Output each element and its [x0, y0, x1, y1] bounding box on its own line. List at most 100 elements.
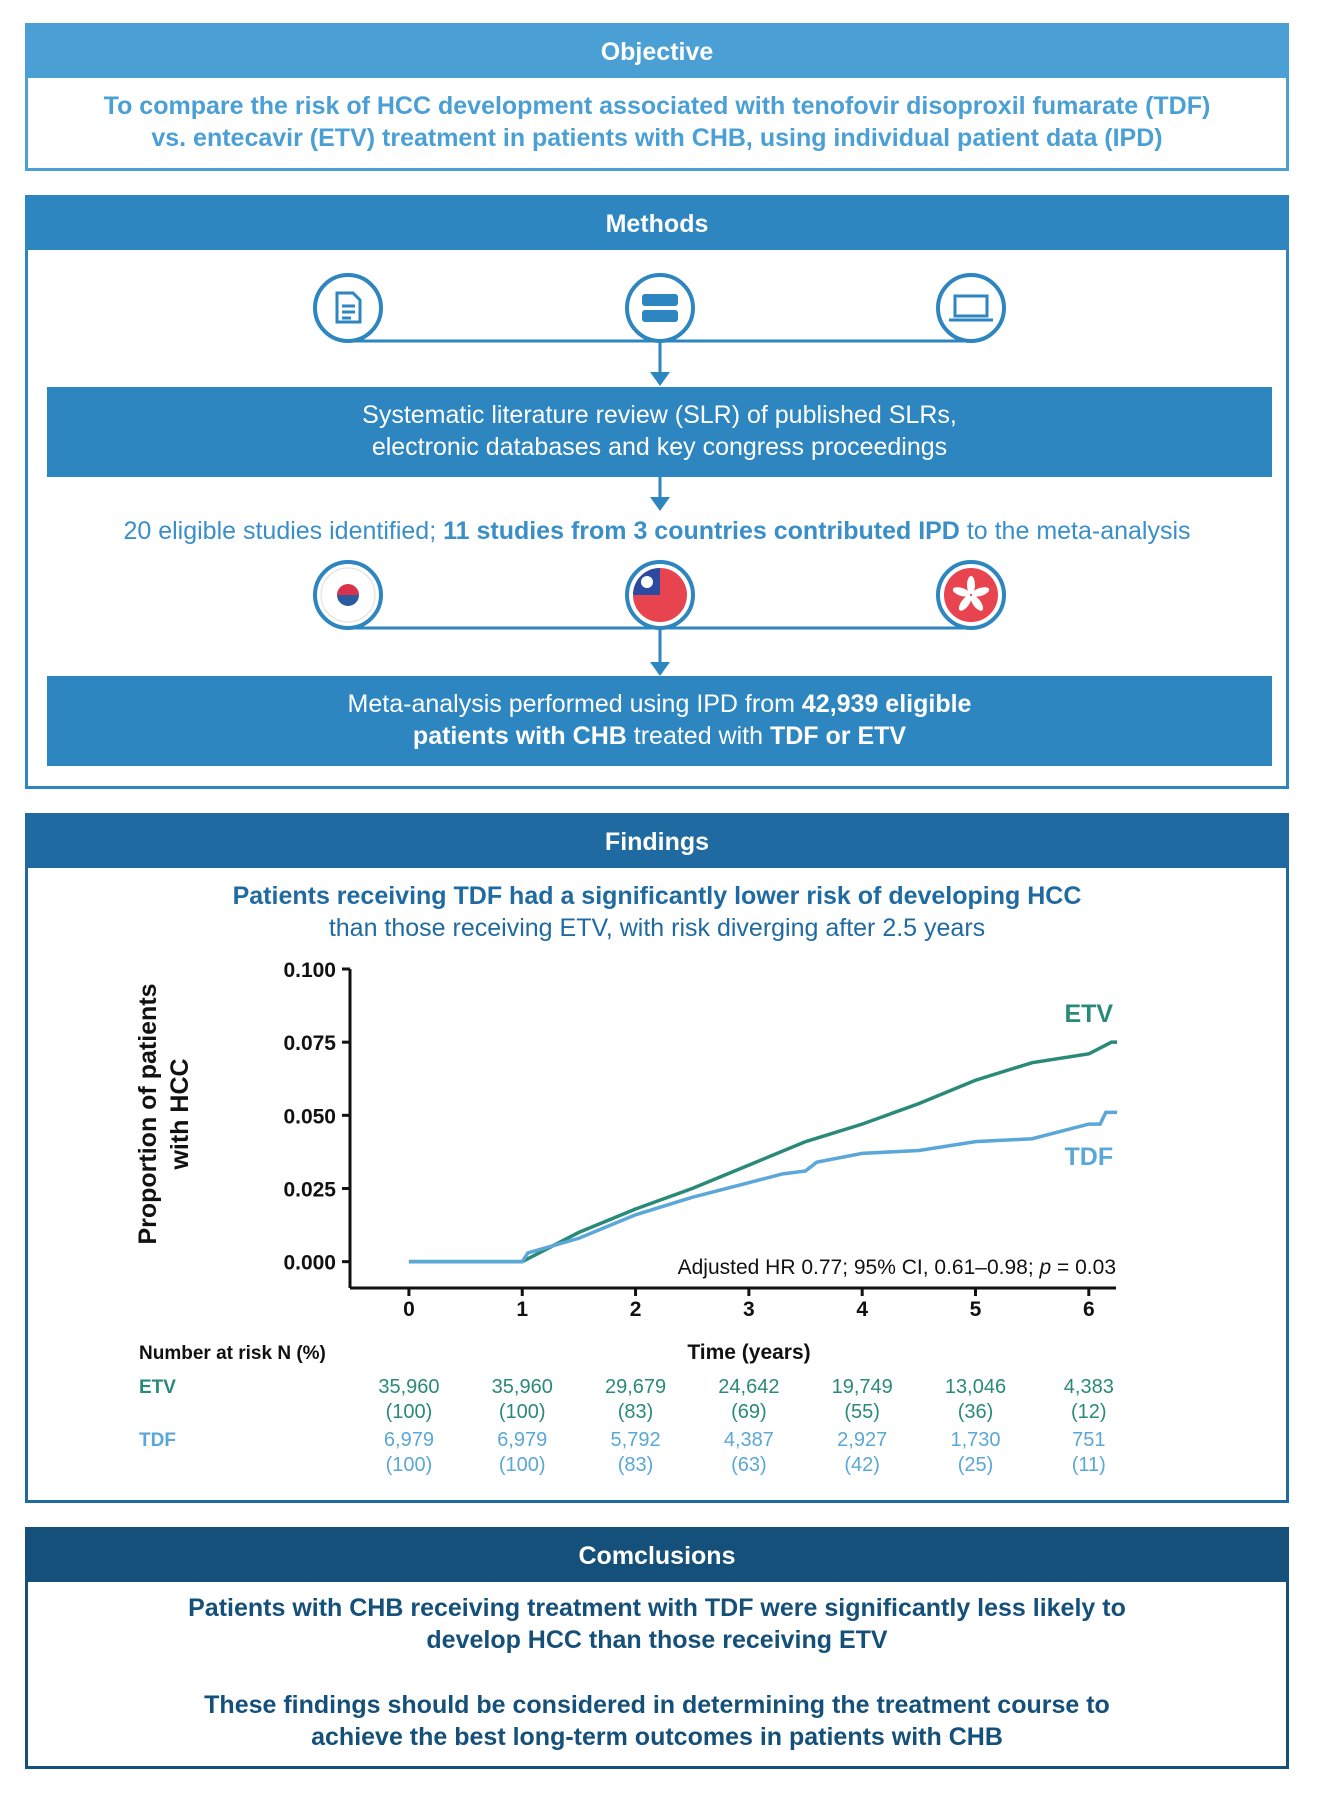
risk-percent: (55) — [844, 1401, 880, 1423]
findings-headline: Patients receiving TDF had a significant… — [232, 882, 1082, 910]
findings-section: Findings Patients receiving TDF had a si… — [25, 813, 1289, 1503]
x-tick-label: 5 — [970, 1298, 982, 1321]
risk-count: 751 — [1072, 1429, 1105, 1451]
x-tick-label: 2 — [630, 1298, 642, 1321]
document-icon — [335, 291, 362, 324]
x-tick-label: 3 — [743, 1298, 755, 1321]
hongkong-flag — [944, 568, 998, 622]
risk-count: 1,730 — [950, 1429, 1000, 1451]
risk-count: 5,792 — [611, 1429, 661, 1451]
risk-count: 24,642 — [718, 1376, 779, 1398]
risk-percent: (69) — [731, 1401, 767, 1423]
korea-flag — [337, 584, 359, 595]
risk-count: 35,960 — [492, 1376, 553, 1398]
findings-subheadline: than those receiving ETV, with risk dive… — [328, 914, 986, 942]
objective-text: vs. entecavir (ETV) treatment in patient… — [151, 124, 1163, 152]
risk-count: 6,979 — [497, 1429, 547, 1451]
risk-percent: (36) — [958, 1401, 994, 1423]
text: 20 eligible studies identified; — [123, 517, 444, 545]
text: Adjusted HR 0.77; 95% CI, 0.61–0.98; — [678, 1256, 1040, 1279]
x-tick-label: 1 — [516, 1298, 528, 1321]
y-tick-label: 0.000 — [283, 1252, 336, 1275]
server-icon — [642, 294, 678, 306]
icon-circle — [936, 273, 1006, 343]
y-tick-label: 0.100 — [283, 959, 336, 982]
text: 42,939 eligible — [801, 690, 972, 718]
text: patients with CHB — [412, 722, 627, 750]
objective-section: Objective To compare the risk of HCC dev… — [25, 23, 1289, 171]
risk-count: 6,979 — [384, 1429, 434, 1451]
series-line — [408, 1040, 1118, 1264]
x-tick-label: 0 — [403, 1298, 415, 1321]
step-text: Systematic literature review (SLR) of pu… — [362, 401, 957, 429]
risk-count: 2,927 — [837, 1429, 887, 1451]
step-text: electronic databases and key congress pr… — [371, 433, 948, 461]
risk-percent: (25) — [958, 1454, 994, 1476]
taiwan-flag — [641, 576, 653, 588]
risk-percent: (63) — [731, 1454, 767, 1476]
text: TDF or ETV — [769, 722, 907, 750]
conclusion-text: Patients with CHB receiving treatment wi… — [188, 1594, 1126, 1622]
step-text: patients with CHB treated with TDF or ET… — [47, 720, 1272, 752]
hongkong-flag — [952, 576, 990, 611]
risk-percent: (83) — [618, 1401, 654, 1423]
arrow — [650, 372, 670, 386]
conclusion-text: develop HCC than those receiving ETV — [426, 1626, 888, 1654]
arrows — [650, 372, 670, 676]
risk-count: 35,960 — [378, 1376, 439, 1398]
section-heading: Findings — [28, 816, 1286, 868]
annotation: Adjusted HR 0.77; 95% CI, 0.61–0.98; p =… — [678, 1256, 1116, 1279]
section-heading: Methods — [28, 198, 1286, 250]
y-tick-label: 0.075 — [283, 1032, 336, 1055]
text: 11 studies from 3 countries contributed … — [443, 517, 960, 545]
risk-percent: (11) — [1072, 1454, 1106, 1476]
conclusion-text: These findings should be considered in d… — [204, 1691, 1110, 1719]
arrow — [650, 662, 670, 676]
risk-percent: (100) — [499, 1454, 546, 1476]
risk-count: 13,046 — [945, 1376, 1006, 1398]
step-text: Meta-analysis performed using IPD from 4… — [47, 688, 1272, 720]
series-line — [408, 1110, 1118, 1264]
text: to the meta-analysis — [959, 517, 1191, 545]
text: Meta-analysis performed using IPD from — [347, 690, 802, 718]
icon-circle — [313, 273, 383, 343]
risk-table-title: Number at risk N (%) — [139, 1343, 326, 1364]
y-axis-label-line: with HCC — [166, 1058, 194, 1170]
conclusion-text: achieve the best long-term outcomes in p… — [311, 1723, 1003, 1751]
icons — [313, 273, 1006, 630]
section-heading: Objective — [28, 26, 1286, 78]
risk-percent: (100) — [386, 1454, 433, 1476]
korea-flag — [337, 595, 359, 606]
risk-count: 4,387 — [724, 1429, 774, 1451]
y-tick-label: 0.025 — [283, 1178, 336, 1201]
text: p — [1039, 1256, 1052, 1279]
step-box: Systematic literature review (SLR) of pu… — [47, 387, 1272, 477]
icon-circle — [625, 273, 695, 343]
objective-text: To compare the risk of HCC development a… — [103, 92, 1211, 120]
risk-count: 4,383 — [1064, 1376, 1114, 1398]
laptop-icon — [949, 294, 993, 322]
section-heading: Comclusions — [28, 1530, 1286, 1582]
risk-percent: (12) — [1071, 1401, 1107, 1423]
text: treated with — [626, 722, 770, 750]
arrow — [650, 497, 670, 511]
risk-percent: (83) — [618, 1454, 654, 1476]
step-box: Meta-analysis performed using IPD from 4… — [47, 676, 1272, 766]
y-axis-label-line: Proportion of patients — [134, 983, 162, 1244]
conclusions-section: Comclusions Patients with CHB receiving … — [25, 1527, 1289, 1769]
risk-row-label: ETV — [139, 1377, 176, 1398]
risk-percent: (42) — [844, 1454, 880, 1476]
risk-count: 29,679 — [605, 1376, 666, 1398]
text: = 0.03 — [1051, 1256, 1116, 1279]
risk-percent: (100) — [499, 1401, 546, 1423]
server-icon — [642, 310, 678, 322]
y-tick-label: 0.050 — [283, 1105, 336, 1128]
series-label: TDF — [1065, 1143, 1114, 1171]
risk-count: 19,749 — [832, 1376, 893, 1398]
step-text: 20 eligible studies identified; 11 studi… — [28, 515, 1286, 547]
series-label: ETV — [1064, 1000, 1113, 1028]
y-axis-label: Proportion of patients with HCC — [134, 983, 194, 1244]
x-tick-label: 6 — [1083, 1298, 1095, 1321]
